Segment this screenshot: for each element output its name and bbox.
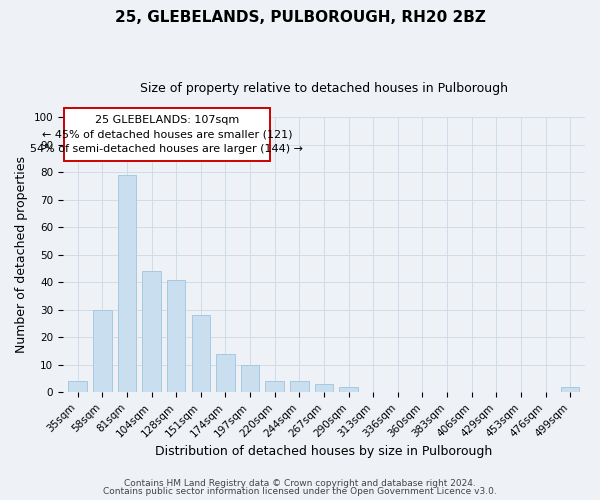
Bar [68,382,87,392]
Bar [216,354,235,393]
Bar [561,387,580,392]
Bar [315,384,333,392]
Bar [290,382,308,392]
X-axis label: Distribution of detached houses by size in Pulborough: Distribution of detached houses by size … [155,444,493,458]
Bar [340,387,358,392]
Bar [265,382,284,392]
Y-axis label: Number of detached properties: Number of detached properties [15,156,28,354]
Bar [241,365,259,392]
Bar [142,272,161,392]
Bar [167,280,185,392]
Bar [191,316,210,392]
Bar [118,175,136,392]
Text: 25, GLEBELANDS, PULBOROUGH, RH20 2BZ: 25, GLEBELANDS, PULBOROUGH, RH20 2BZ [115,10,485,25]
Title: Size of property relative to detached houses in Pulborough: Size of property relative to detached ho… [140,82,508,96]
Text: Contains public sector information licensed under the Open Government Licence v3: Contains public sector information licen… [103,487,497,496]
Text: Contains HM Land Registry data © Crown copyright and database right 2024.: Contains HM Land Registry data © Crown c… [124,478,476,488]
Bar [93,310,112,392]
Text: 25 GLEBELANDS: 107sqm
← 45% of detached houses are smaller (121)
54% of semi-det: 25 GLEBELANDS: 107sqm ← 45% of detached … [31,116,304,154]
FancyBboxPatch shape [64,108,270,162]
